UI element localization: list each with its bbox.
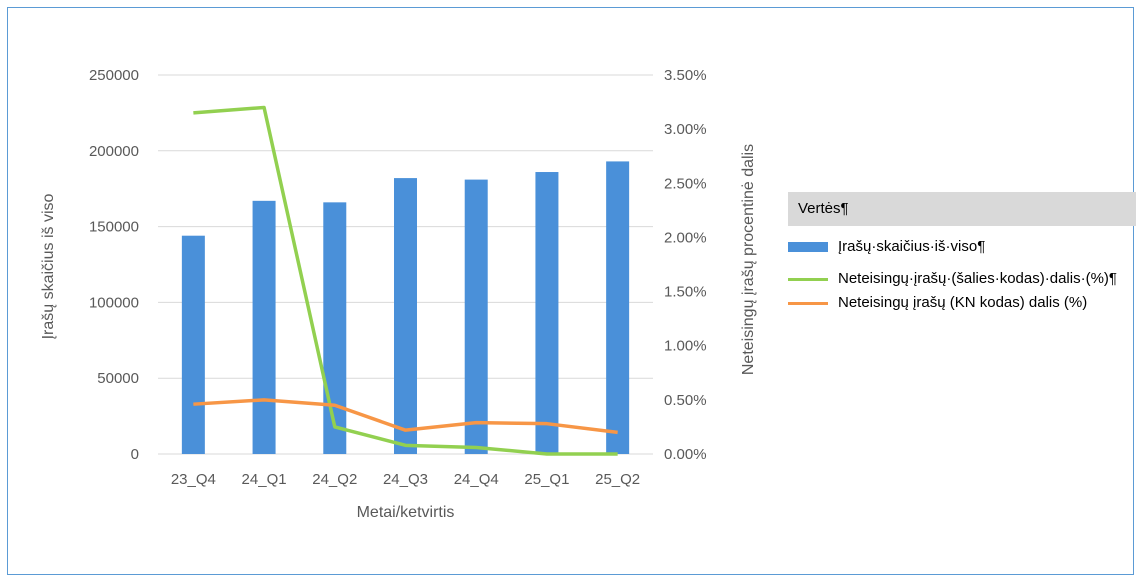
legend-label: Neteisingų įrašų (KN kodas) dalis (%) — [838, 294, 1088, 311]
x-tick-label: 24_Q1 — [242, 471, 287, 488]
chart-legend: Vertės¶ Įrašų·skaičius·iš·viso¶ Neteisin… — [788, 192, 1136, 314]
y2-tick-label: 2.00% — [664, 229, 707, 246]
legend-label: Įrašų·skaičius·iš·viso¶ — [838, 238, 986, 255]
y2-tick-label: 0.50% — [664, 392, 707, 409]
bar — [252, 200, 276, 454]
y2-tick-label: 1.50% — [664, 284, 707, 301]
y-tick-label: 200000 — [89, 143, 139, 160]
y2-tick-label: 2.50% — [664, 175, 707, 192]
legend-item-country-code: Neteisingų·įrašų·(šalies·kodas)·dalis·(%… — [788, 268, 1136, 290]
series-line — [193, 398, 618, 435]
bar — [323, 202, 347, 454]
line-series — [193, 105, 618, 456]
y-tick-label: 100000 — [89, 294, 139, 311]
legend-item-kn-code: Neteisingų įrašų (KN kodas) dalis (%) — [788, 292, 1136, 314]
legend-label: Neteisingų·įrašų·(šalies·kodas)·dalis·(%… — [838, 270, 1117, 287]
y-tick-label: 150000 — [89, 219, 139, 236]
x-tick-label: 23_Q4 — [171, 471, 216, 488]
y-tick-label: 250000 — [89, 67, 139, 84]
legend-swatch-green-line — [788, 278, 828, 281]
y2-tick-label: 3.00% — [664, 121, 707, 138]
bar — [535, 172, 559, 455]
y-tick-label: 0 — [131, 446, 139, 463]
right-axis-ticks: 0.00% 0.50% 1.00% 1.50% 2.00% 2.50% 3.00% 3.50% — [664, 67, 707, 463]
combo-chart: 0 50000 100000 150000 200000 250000 0.00% 0.50… — [40, 67, 757, 521]
bar-series — [181, 161, 630, 455]
y2-tick-label: 0.00% — [664, 446, 707, 463]
chart-frame: 0 50000 100000 150000 200000 250000 0.00% 0.50… — [7, 7, 1134, 575]
bar — [181, 235, 205, 454]
y-tick-label: 50000 — [97, 370, 139, 387]
x-tick-label: 25_Q2 — [595, 471, 640, 488]
y-axis-title: Įrašų skaičius iš viso — [40, 193, 57, 339]
bar — [606, 161, 630, 455]
y2-axis-title: Neteisingų įrašų procentinė dalis — [740, 144, 757, 375]
x-tick-label: 25_Q1 — [524, 471, 569, 488]
bar — [394, 178, 417, 454]
bar — [464, 179, 488, 454]
left-axis-ticks: 0 50000 100000 150000 200000 250000 — [89, 67, 139, 463]
legend-swatch-orange-line — [788, 302, 828, 305]
legend-item-total-records: Įrašų·skaičius·iš·viso¶ — [788, 236, 1136, 258]
legend-swatch-bar — [788, 242, 828, 252]
legend-title: Vertės¶ — [788, 192, 1136, 226]
y2-tick-label: 3.50% — [664, 67, 707, 84]
x-tick-label: 24_Q4 — [454, 471, 499, 488]
series-line — [193, 105, 618, 456]
x-tick-label: 24_Q3 — [383, 471, 428, 488]
x-axis-ticks: 23_Q4 24_Q1 24_Q2 24_Q3 24_Q4 25_Q1 25_Q2 — [171, 471, 640, 488]
x-tick-label: 24_Q2 — [312, 471, 357, 488]
x-axis-title: Metai/ketvirtis — [357, 504, 455, 521]
y2-tick-label: 1.00% — [664, 338, 707, 355]
